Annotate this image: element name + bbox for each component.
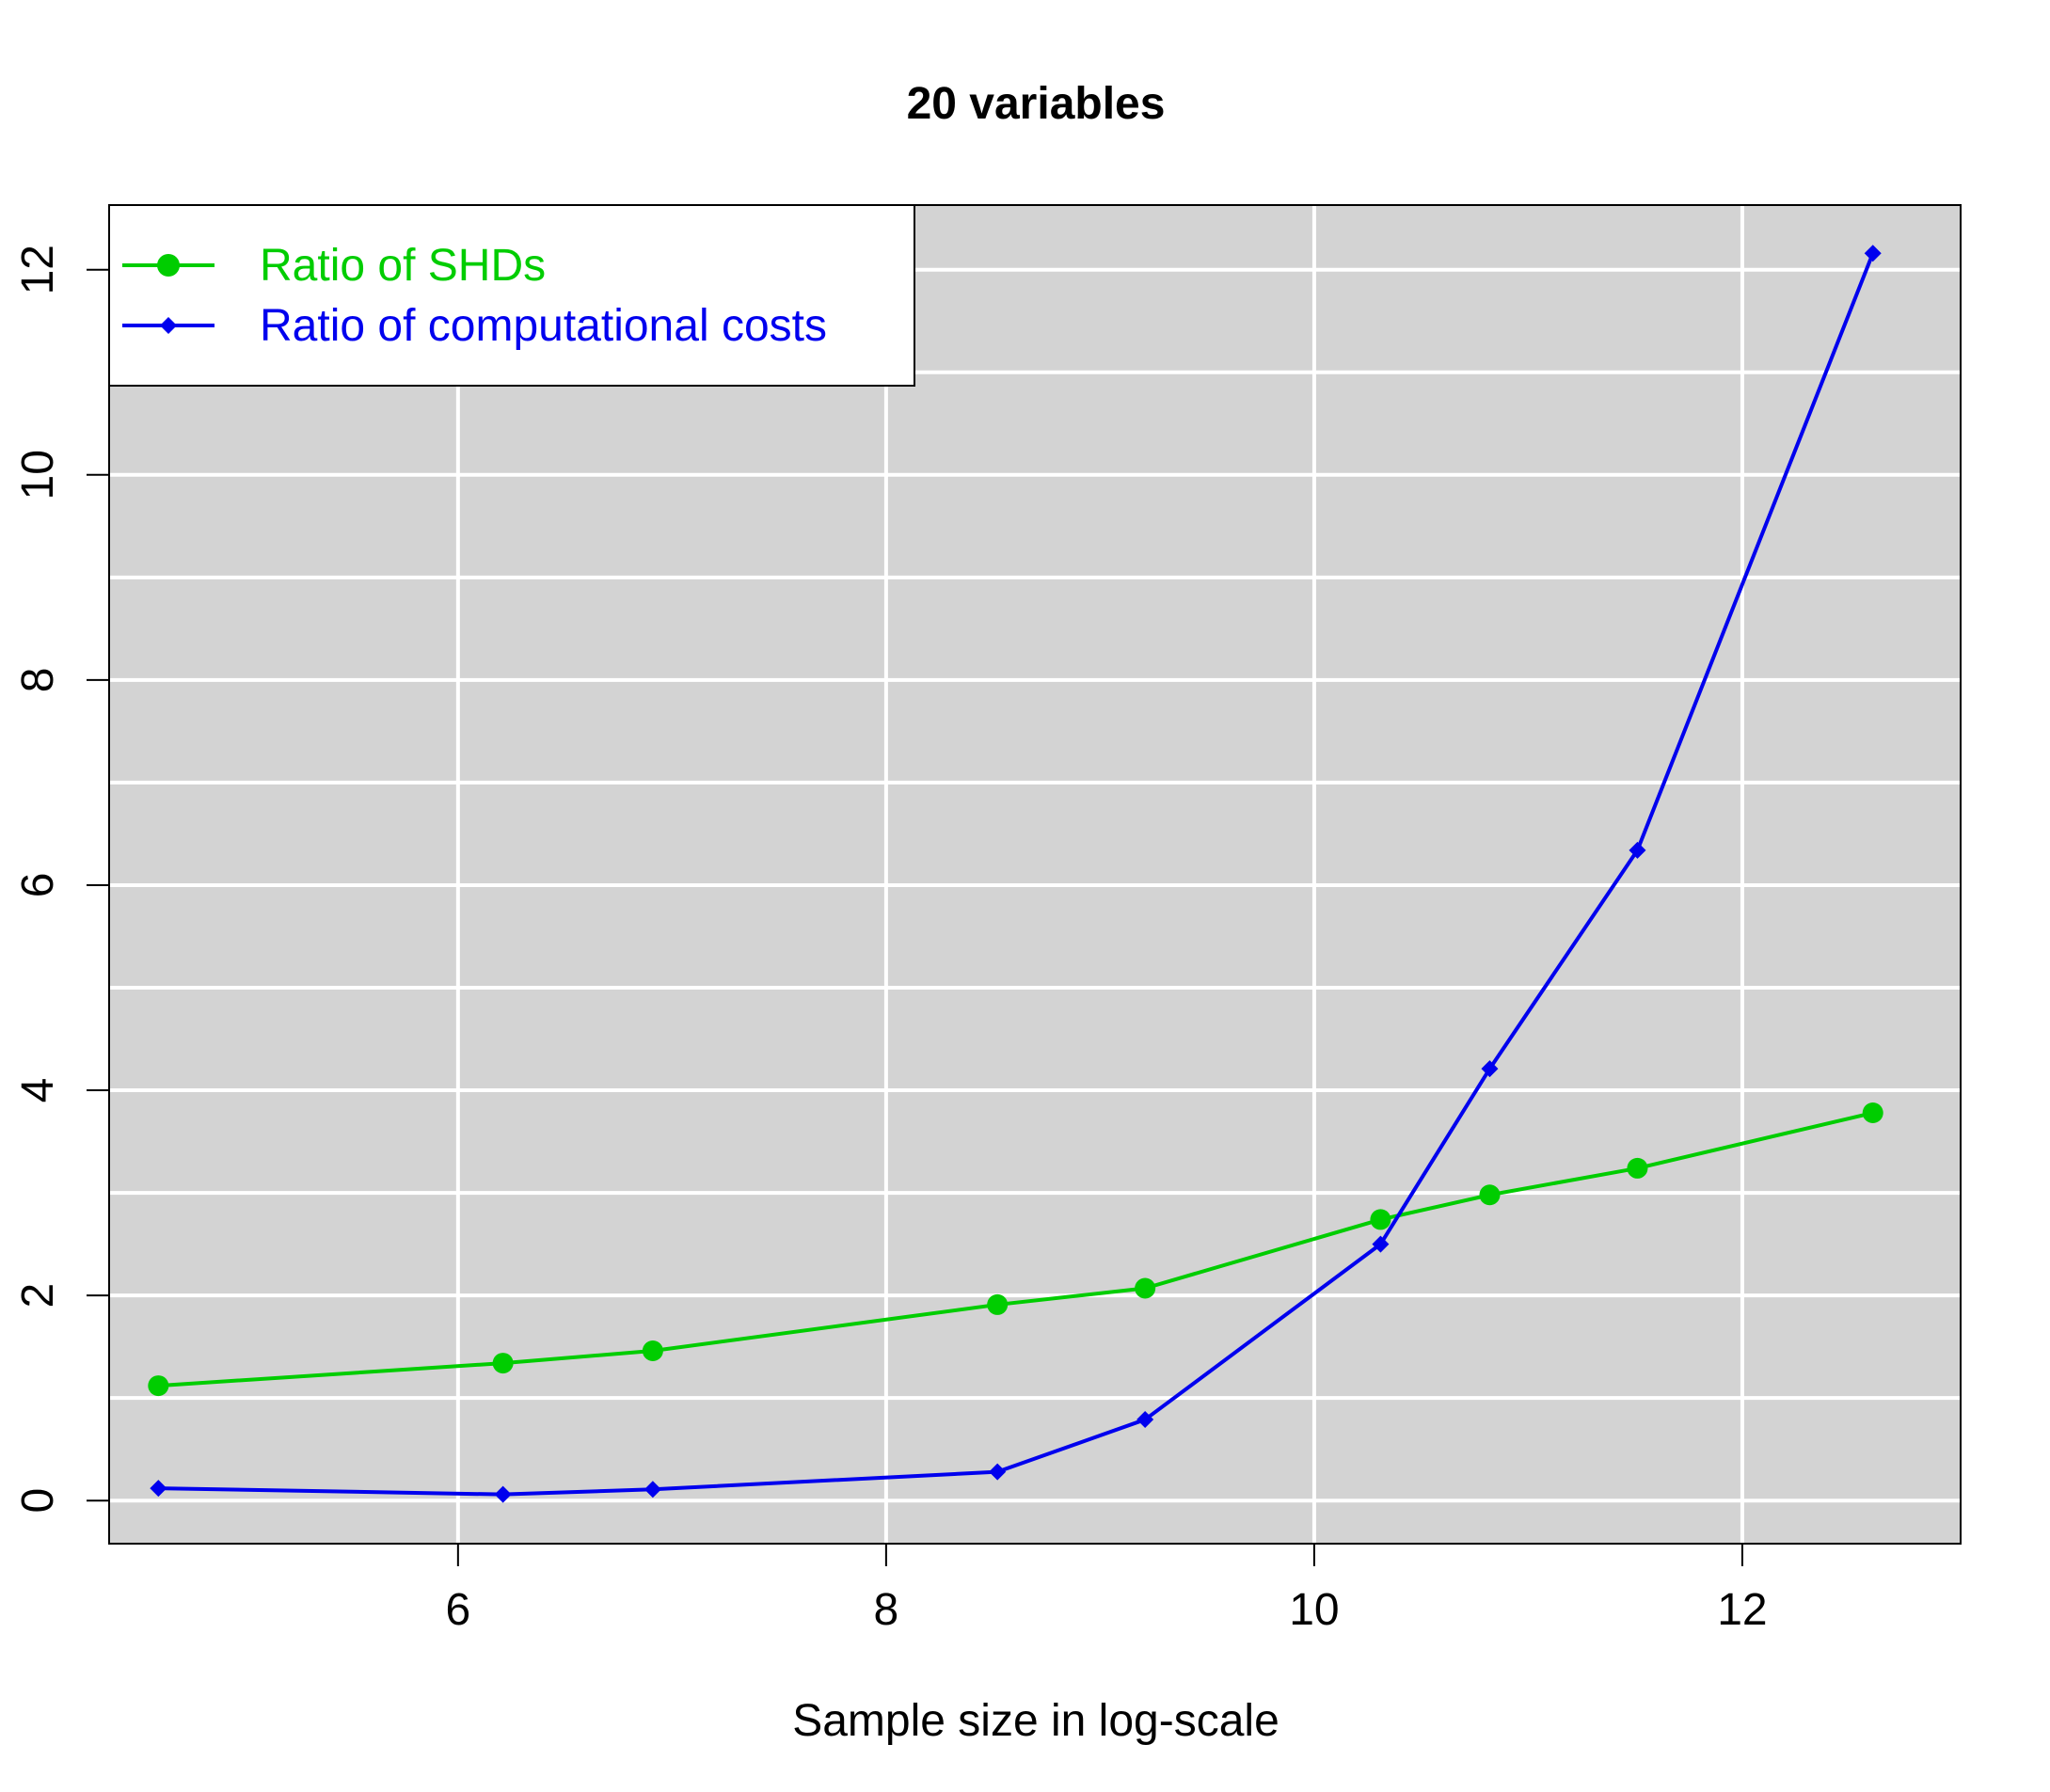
x-tick-label: 8 (874, 1585, 899, 1635)
legend-box (108, 204, 915, 387)
legend-label: Ratio of SHDs (260, 241, 546, 291)
y-tick-label: 12 (13, 245, 63, 294)
data-point (1864, 245, 1882, 262)
legend-label: Ratio of computational costs (260, 301, 827, 351)
y-tick-label: 6 (13, 873, 63, 898)
x-tick-label: 6 (445, 1585, 470, 1635)
data-point (150, 1480, 167, 1498)
data-point (148, 1375, 169, 1397)
legend: Ratio of SHDs Ratio of computational cost… (108, 204, 915, 387)
data-point (1481, 1060, 1499, 1078)
legend-marker (160, 317, 177, 334)
y-tick-label: 4 (13, 1078, 63, 1103)
legend-item: Ratio of computational costs (122, 301, 827, 351)
data-point (1479, 1184, 1501, 1206)
data-point (1136, 1411, 1154, 1429)
chart-title: 20 variables (907, 79, 1166, 129)
plot-panel-border (108, 204, 1962, 1545)
y-tick-label: 8 (13, 668, 63, 693)
y-tick-label: 10 (13, 450, 63, 500)
data-point (642, 1340, 663, 1362)
x-axis: 6 8 10 12 (445, 1544, 1768, 1635)
y-tick-label: 0 (13, 1488, 63, 1514)
x-axis-label: Sample size in log-scale (792, 1696, 1279, 1746)
data-point (989, 1463, 1007, 1481)
y-axis: 0 2 4 6 8 10 12 (13, 245, 109, 1514)
series-1 (148, 1102, 1883, 1397)
data-point (1627, 1157, 1648, 1179)
data-point (644, 1481, 661, 1499)
data-point (987, 1293, 1009, 1315)
data-point (1135, 1277, 1156, 1299)
series-2 (150, 245, 1882, 1503)
data-point (1370, 1209, 1391, 1230)
x-tick-label: 10 (1289, 1585, 1339, 1635)
grid-lines (109, 205, 1961, 1544)
y-tick-label: 2 (13, 1283, 63, 1308)
data-point (1629, 841, 1646, 859)
legend-marker (157, 254, 180, 277)
data-point (492, 1353, 514, 1374)
data-point (1372, 1235, 1390, 1253)
x-tick-label: 12 (1717, 1585, 1767, 1635)
plot-panel-background (109, 205, 1961, 1544)
data-point (494, 1485, 512, 1503)
data-point (1862, 1102, 1883, 1124)
legend-item: Ratio of SHDs (122, 241, 546, 291)
